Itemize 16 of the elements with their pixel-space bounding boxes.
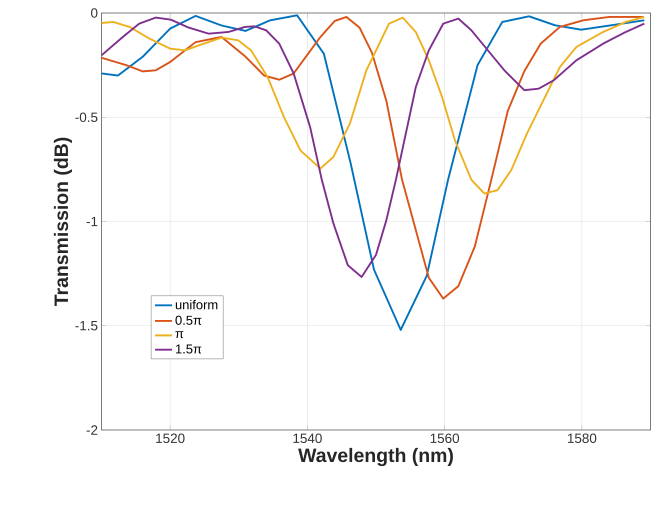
y-tick-label: -0.5 [75, 112, 98, 122]
x-tick-label: 1560 [430, 434, 460, 444]
legend-label: 0.5π [175, 316, 202, 325]
y-tick-label: -2 [86, 425, 98, 435]
legend-label: π [175, 331, 184, 338]
y-axis-title: Transmission (dB) [54, 138, 72, 306]
x-tick-label: 1580 [568, 434, 596, 444]
legend-label: 1.5π [176, 344, 202, 354]
legend-label: uniform [176, 300, 218, 310]
x-axis-title: Wavelength (nm) [298, 448, 453, 466]
y-tick-label: -1.5 [75, 321, 98, 330]
line-series [102, 16, 646, 195]
x-tick-label: 1520 [156, 434, 185, 444]
x-tick-label: 1540 [293, 434, 322, 444]
y-tick-label: 0 [91, 8, 98, 18]
y-tick-label: -1 [86, 216, 98, 226]
